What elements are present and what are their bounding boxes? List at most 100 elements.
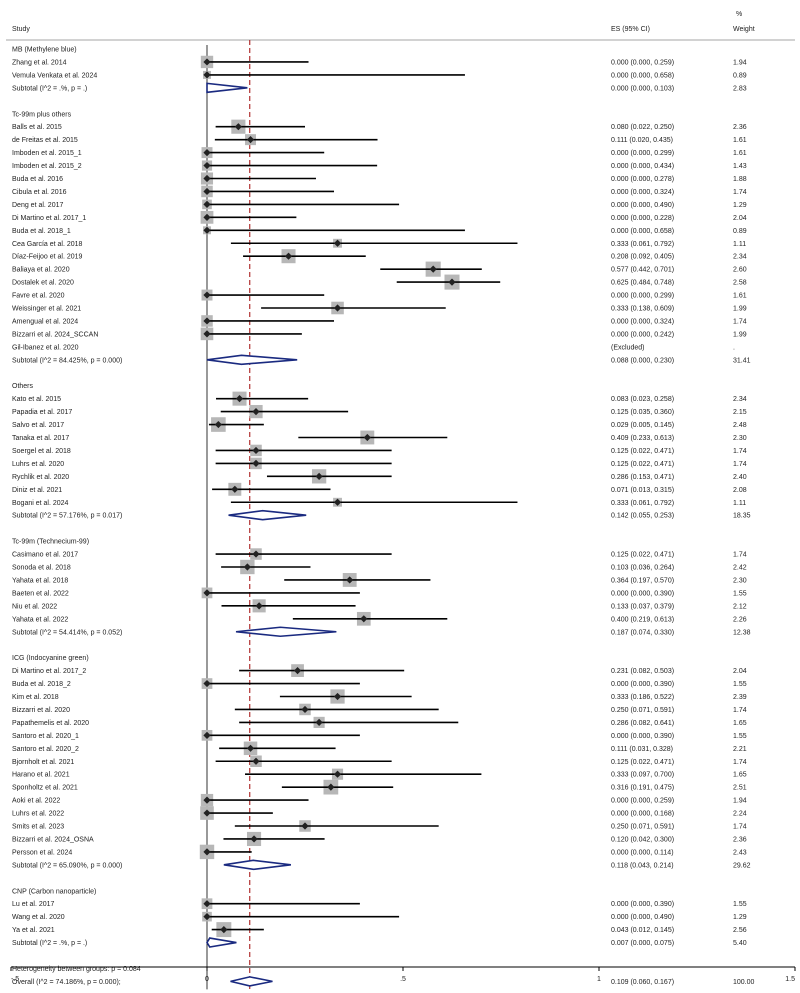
study-weight: 1.11 xyxy=(733,500,746,507)
study-es-ci: 0.333 (0.138, 0.609) xyxy=(611,306,674,313)
point-estimate xyxy=(333,304,342,312)
study-es-ci: 0.111 (0.031, 0.328) xyxy=(611,746,673,753)
study-name: Bogani et al. 2024 xyxy=(12,500,69,507)
point-estimate xyxy=(252,757,260,765)
study-es-ci: 0.029 (0.005, 0.145) xyxy=(611,422,674,429)
study-weight: 2.60 xyxy=(733,267,747,274)
point-estimate xyxy=(234,123,242,131)
study-name: Lu et al. 2017 xyxy=(12,901,55,908)
subtotal-label: Subtotal (I^2 = 57.176%, p = 0.017) xyxy=(12,513,122,520)
study-weight: 2.51 xyxy=(733,785,747,792)
study-weight: 1.74 xyxy=(733,707,747,714)
point-estimate xyxy=(246,136,255,144)
point-estimate xyxy=(252,446,260,455)
point-estimate xyxy=(203,848,211,856)
study-name: Imboden et al. 2015_2 xyxy=(12,163,82,170)
point-estimate xyxy=(252,459,260,467)
study-weight: 2.34 xyxy=(733,254,747,261)
study-weight: 1.99 xyxy=(733,306,747,313)
point-estimate xyxy=(301,822,309,830)
subtotal-weight: 2.83 xyxy=(733,85,747,92)
overall-weight: 100.00 xyxy=(733,979,755,986)
point-estimate xyxy=(252,550,260,558)
study-es-ci: 0.400 (0.219, 0.613) xyxy=(611,616,674,623)
study-es-ci: 0.577 (0.442, 0.701) xyxy=(611,267,674,274)
study-name: Bjornholt et al. 2021 xyxy=(12,759,74,766)
study-name: Sonoda et al. 2018 xyxy=(12,565,71,572)
study-es-ci: 0.000 (0.000, 0.259) xyxy=(611,798,674,805)
study-name: Buda et al. 2018_1 xyxy=(12,228,71,235)
overall-diamond xyxy=(230,976,273,987)
study-es-ci: 0.000 (0.000, 0.278) xyxy=(611,176,674,183)
point-estimate xyxy=(333,498,342,506)
study-es-ci: 0.125 (0.022, 0.471) xyxy=(611,461,674,468)
study-name: Weissinger et al. 2021 xyxy=(12,306,81,313)
subtotal-es-ci: 0.142 (0.055, 0.253) xyxy=(611,513,674,520)
x-tick-label: 1.5 xyxy=(785,976,795,983)
study-weight: . xyxy=(733,344,735,351)
heterogeneity-text: Heterogeneity between groups: p = 0.084 xyxy=(12,966,141,973)
group-label: CNP (Carbon nanoparticle) xyxy=(12,888,96,895)
study-name: Tanaka et al. 2017 xyxy=(12,435,69,442)
point-estimate xyxy=(203,796,211,804)
study-name: Zhang et al. 2014 xyxy=(12,59,67,66)
header-es: ES (95% CI) xyxy=(611,26,650,33)
study-weight: 1.55 xyxy=(733,590,747,597)
study-es-ci: 0.316 (0.191, 0.475) xyxy=(611,785,674,792)
subtotal-weight: 5.40 xyxy=(733,940,747,947)
point-estimate xyxy=(203,589,211,597)
subtotal-diamond xyxy=(206,354,298,366)
study-weight: 2.12 xyxy=(733,603,747,610)
study-weight: 1.74 xyxy=(733,448,747,455)
study-weight: 1.61 xyxy=(733,293,747,300)
subtotal-diamond xyxy=(228,509,307,521)
study-weight: 1.43 xyxy=(733,163,747,170)
study-name: Soergel et al. 2018 xyxy=(12,448,71,455)
study-name: Papathemelis et al. 2020 xyxy=(12,720,89,727)
study-name: Wang et al. 2020 xyxy=(12,914,65,921)
point-estimate xyxy=(333,770,342,778)
subtotal-es-ci: 0.000 (0.000, 0.103) xyxy=(611,85,674,92)
point-estimate xyxy=(203,213,211,221)
point-estimate xyxy=(203,200,211,208)
study-es-ci: 0.133 (0.037, 0.379) xyxy=(611,603,674,610)
study-weight: 1.11 xyxy=(733,241,746,248)
study-weight: 1.65 xyxy=(733,772,747,779)
point-estimate xyxy=(203,317,211,325)
study-es-ci: 0.000 (0.000, 0.324) xyxy=(611,318,674,325)
study-name: Cea García et al. 2018 xyxy=(12,241,83,248)
study-weight: 2.30 xyxy=(733,577,747,584)
study-name: Bizzarri et al. 2024_OSNA xyxy=(12,836,94,843)
group-label: Others xyxy=(12,383,34,390)
subtotal-diamond xyxy=(235,626,337,638)
point-estimate xyxy=(203,330,211,338)
x-tick-label: .5 xyxy=(400,976,406,983)
point-estimate xyxy=(284,252,293,260)
point-estimate xyxy=(203,71,211,79)
study-name: Harano et al. 2021 xyxy=(12,772,70,779)
study-es-ci: 0.333 (0.061, 0.792) xyxy=(611,500,674,507)
study-weight: 1.74 xyxy=(733,759,747,766)
point-estimate xyxy=(235,395,244,403)
study-weight: 2.42 xyxy=(733,565,747,572)
study-es-ci: 0.000 (0.000, 0.299) xyxy=(611,293,674,300)
point-estimate xyxy=(429,265,437,273)
study-name: Luhrs et al. 2020 xyxy=(12,461,64,468)
study-name: Salvo et al. 2017 xyxy=(12,422,64,429)
study-es-ci: 0.286 (0.082, 0.641) xyxy=(611,720,674,727)
study-weight: 2.58 xyxy=(733,280,747,287)
study-name: Cibula et al. 2016 xyxy=(12,189,67,196)
study-name: Smits et al. 2023 xyxy=(12,824,64,831)
point-estimate xyxy=(203,161,211,170)
study-es-ci: 0.103 (0.036, 0.264) xyxy=(611,565,674,572)
study-name: Vemula Venkata et al. 2024 xyxy=(12,72,97,79)
header-study: Study xyxy=(12,26,30,33)
study-weight: 2.26 xyxy=(733,616,747,623)
subtotal-es-ci: 0.007 (0.000, 0.075) xyxy=(611,940,674,947)
study-name: Papadia et al. 2017 xyxy=(12,409,72,416)
overall-label: Overall (I^2 = 74.186%, p = 0.000); xyxy=(12,979,121,986)
point-estimate xyxy=(333,239,342,247)
study-es-ci: 0.125 (0.035, 0.360) xyxy=(611,409,674,416)
group-label: MB (Methylene blue) xyxy=(12,47,77,54)
